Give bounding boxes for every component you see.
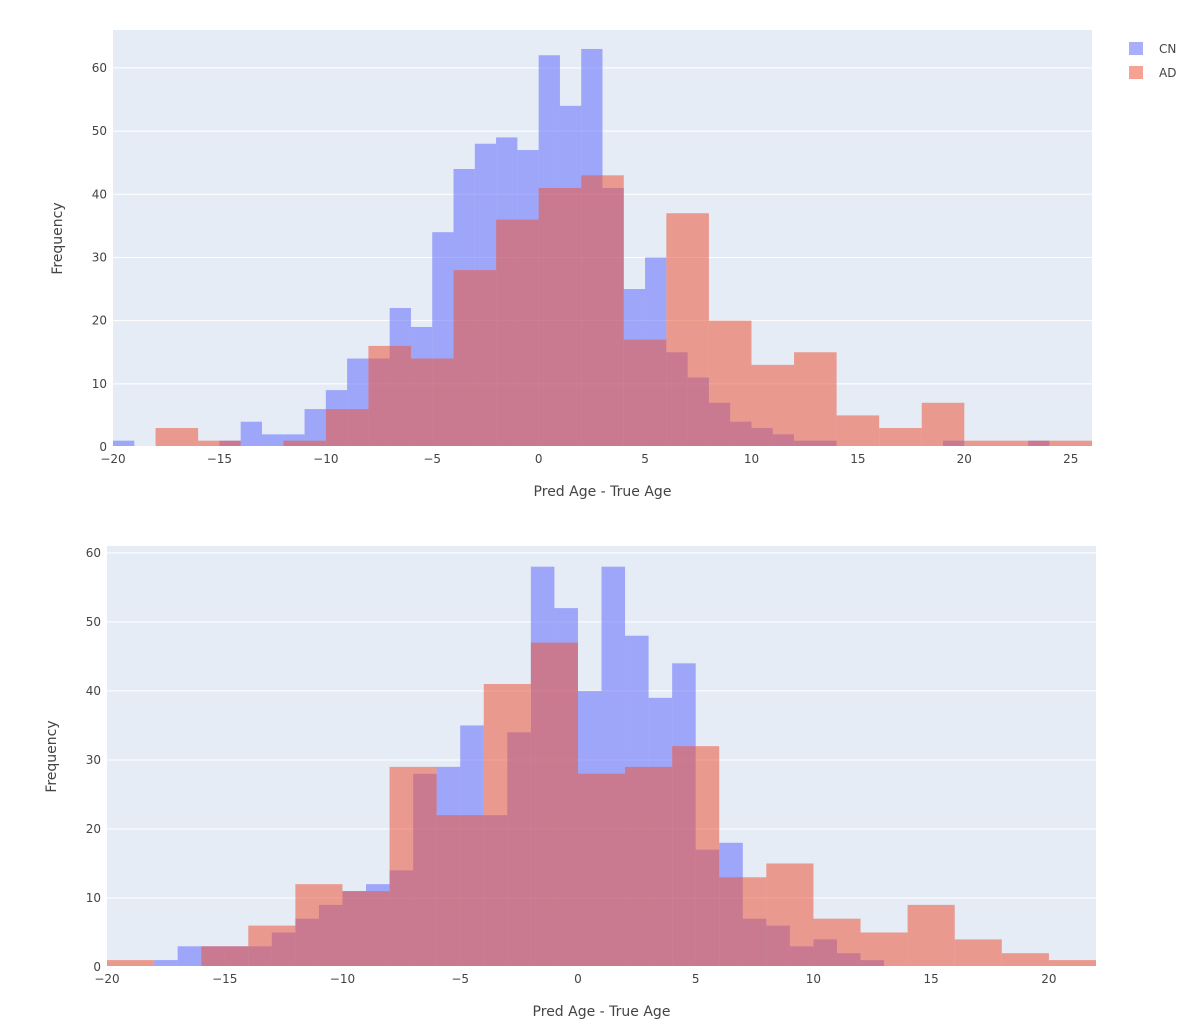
bar-ad[interactable] xyxy=(483,684,531,967)
bar-ad[interactable] xyxy=(1049,440,1092,447)
y-tick-label: 10 xyxy=(92,377,107,391)
legend-label-ad: AD xyxy=(1159,66,1176,80)
bar-ad[interactable] xyxy=(496,219,539,447)
bar-ad[interactable] xyxy=(666,213,709,447)
series-ad xyxy=(107,642,1096,967)
bar-ad[interactable] xyxy=(794,352,837,447)
x-tick-label: −20 xyxy=(94,972,119,986)
x-tick-label: 5 xyxy=(641,452,649,466)
bar-cn[interactable] xyxy=(304,409,326,447)
y-tick-label: 0 xyxy=(99,440,107,454)
bar-ad[interactable] xyxy=(766,863,814,967)
bar-ad[interactable] xyxy=(907,904,955,967)
bar-ad[interactable] xyxy=(107,960,155,967)
x-tick-label: 20 xyxy=(1041,972,1056,986)
bar-ad[interactable] xyxy=(813,918,861,967)
legend-swatch-cn xyxy=(1129,42,1143,55)
bar-ad[interactable] xyxy=(921,402,965,447)
bar-ad[interactable] xyxy=(577,773,626,967)
bar-ad[interactable] xyxy=(751,364,795,447)
bar-ad[interactable] xyxy=(201,946,249,967)
bar-ad[interactable] xyxy=(453,270,497,447)
bar-ad[interactable] xyxy=(342,891,390,967)
bar-ad[interactable] xyxy=(672,746,720,967)
bar-ad[interactable] xyxy=(879,428,922,447)
histogram-bottom: 0 10 20 30 40 50 60 −20 −15 −10 −5 0 5 10 15 20 Pred Age… xyxy=(44,546,1096,1020)
x-tick-label: −5 xyxy=(451,972,469,986)
x-tick-label: −20 xyxy=(100,452,125,466)
bar-ad[interactable] xyxy=(708,320,752,447)
y-tick-label: 50 xyxy=(92,124,107,138)
legend-label-cn: CN xyxy=(1159,42,1176,56)
bar-ad[interactable] xyxy=(964,440,1007,447)
bar-ad[interactable] xyxy=(1006,440,1050,447)
y-tick-label: 10 xyxy=(86,891,101,905)
bar-ad[interactable] xyxy=(860,932,908,967)
y-tick-label: 40 xyxy=(86,684,101,698)
y-tick-label: 20 xyxy=(86,822,101,836)
x-tick-label: −15 xyxy=(212,972,237,986)
y-tick-label: 30 xyxy=(86,753,101,767)
legend-item-cn[interactable]: CN xyxy=(1129,42,1176,56)
histogram-top: 0 10 20 30 40 50 60 −20 −15 −10 −5 0 5 10 15 20 25 Pred A… xyxy=(50,30,1092,500)
bar-cn[interactable] xyxy=(240,421,262,447)
bar-cn[interactable] xyxy=(154,960,178,967)
y-tick-label: 60 xyxy=(92,61,107,75)
x-axis-title: Pred Age - True Age xyxy=(533,1004,671,1020)
bar-ad[interactable] xyxy=(389,766,437,967)
y-tick-label: 20 xyxy=(92,314,107,328)
bar-ad[interactable] xyxy=(538,187,582,448)
y-axis-title: Frequency xyxy=(44,720,60,792)
bar-ad[interactable] xyxy=(198,440,241,447)
y-tick-label: 40 xyxy=(92,187,107,201)
bar-ad[interactable] xyxy=(283,440,326,447)
y-axis-title: Frequency xyxy=(50,202,66,274)
bar-ad[interactable] xyxy=(1001,953,1049,967)
x-tick-label: 15 xyxy=(850,452,865,466)
bar-cn[interactable] xyxy=(113,440,135,447)
y-tick-label: 60 xyxy=(86,546,101,560)
bar-cn[interactable] xyxy=(261,434,284,447)
y-tick-label: 30 xyxy=(92,250,107,264)
bar-ad[interactable] xyxy=(155,428,199,447)
bar-ad[interactable] xyxy=(581,175,624,447)
x-tick-label: 10 xyxy=(744,452,759,466)
x-tick-label: 25 xyxy=(1063,452,1078,466)
x-tick-label: 10 xyxy=(806,972,821,986)
x-tick-label: −15 xyxy=(207,452,232,466)
legend: CN AD xyxy=(1129,42,1176,80)
x-tick-label: 15 xyxy=(924,972,939,986)
bar-ad[interactable] xyxy=(836,415,880,447)
bar-ad[interactable] xyxy=(248,925,296,967)
x-tick-label: 5 xyxy=(692,972,700,986)
x-tick-label: 0 xyxy=(574,972,582,986)
legend-item-ad[interactable]: AD xyxy=(1129,66,1176,80)
legend-swatch-ad xyxy=(1129,66,1143,79)
series-ad xyxy=(155,175,1092,448)
bar-ad[interactable] xyxy=(623,339,667,447)
x-tick-label: −10 xyxy=(330,972,355,986)
x-tick-label: −5 xyxy=(423,452,441,466)
bar-ad[interactable] xyxy=(954,939,1002,967)
bar-ad[interactable] xyxy=(295,884,343,967)
x-tick-label: 20 xyxy=(957,452,972,466)
bar-ad[interactable] xyxy=(410,358,454,447)
bar-ad[interactable] xyxy=(368,345,411,447)
x-tick-label: 0 xyxy=(535,452,543,466)
bar-cn[interactable] xyxy=(177,946,202,967)
x-tick-label: −10 xyxy=(313,452,338,466)
y-tick-label: 50 xyxy=(86,615,101,629)
x-axis-title: Pred Age - True Age xyxy=(534,484,672,500)
bar-ad[interactable] xyxy=(1048,960,1096,967)
bar-ad[interactable] xyxy=(625,766,673,967)
y-tick-label: 0 xyxy=(93,960,101,974)
bar-ad[interactable] xyxy=(436,815,484,967)
bar-ad[interactable] xyxy=(325,409,369,447)
bar-ad[interactable] xyxy=(530,642,578,967)
bar-ad[interactable] xyxy=(719,877,767,967)
